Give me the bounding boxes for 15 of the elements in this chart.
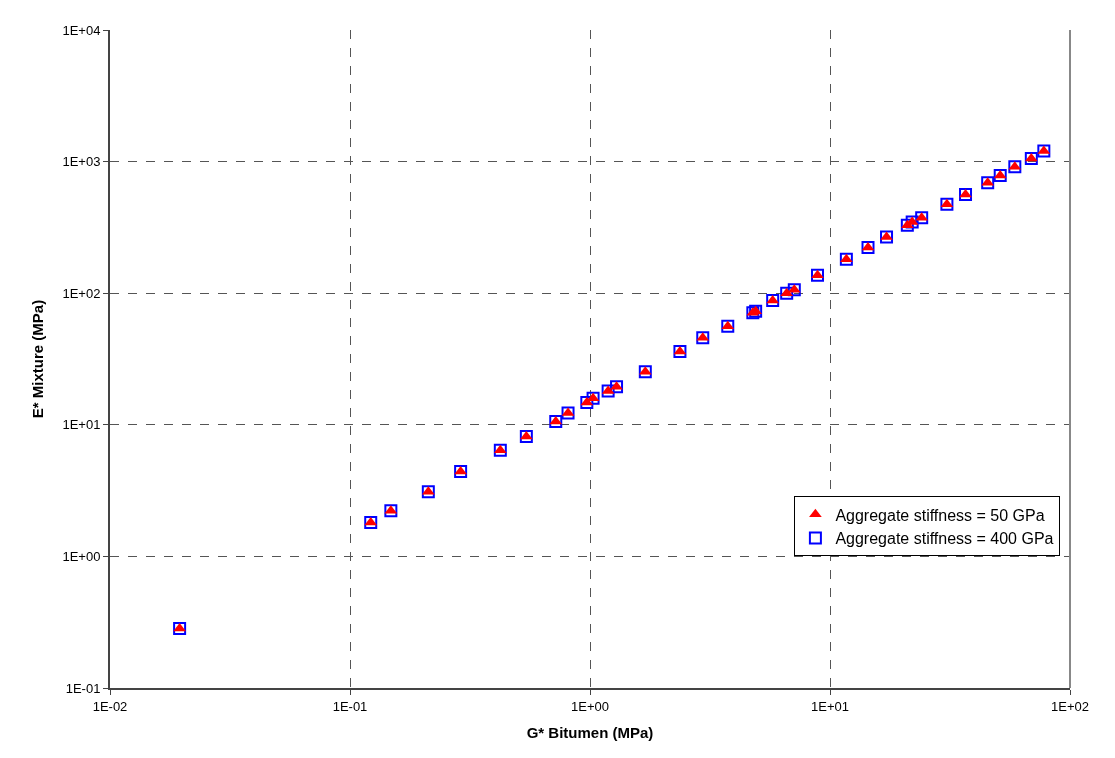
legend-label: Aggregate stiffness = 400 GPa xyxy=(835,530,1054,548)
y-tick-label: 1E+00 xyxy=(62,548,101,564)
legend-label: Aggregate stiffness = 50 GPa xyxy=(835,506,1045,524)
y-tick-label: 1E-01 xyxy=(65,680,101,696)
x-tick-label: 1E-01 xyxy=(332,698,368,714)
y-axis-title: E* Mixture (MPa) xyxy=(29,299,47,419)
x-axis-title: G* Bitumen (MPa) xyxy=(526,724,654,742)
y-tick-label: 1E+03 xyxy=(62,154,101,170)
y-tick-label: 1E+02 xyxy=(62,285,101,301)
x-tick-label: 1E+01 xyxy=(811,698,849,714)
x-tick-label: 1E+00 xyxy=(571,698,609,714)
x-tick-label: 1E-02 xyxy=(92,698,128,714)
y-tick-label: 1E+01 xyxy=(62,417,101,433)
x-tick-label: 1E+02 xyxy=(1051,698,1089,714)
y-tick-label: 1E+04 xyxy=(62,22,101,38)
